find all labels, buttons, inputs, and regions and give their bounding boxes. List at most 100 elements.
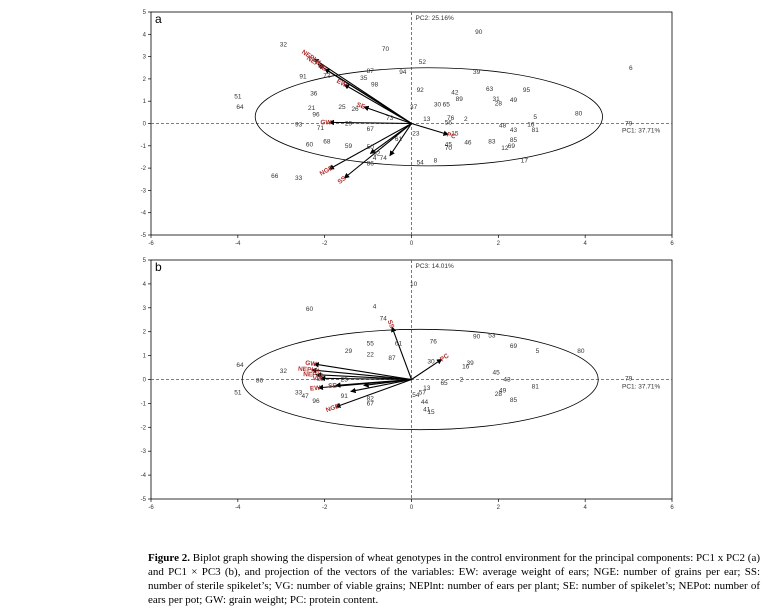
panel-a-genotype-point: 25 [338,104,346,111]
panel-a-genotype-point: 86 [367,161,375,168]
panel-b-vector-label-ew: EW [310,385,322,393]
panel-a-xtick-label: -6 [148,241,154,247]
panel-a-y-axis-label: PC2: 25.16% [416,15,455,22]
panel-b-genotype-point: 49 [499,387,507,394]
panel-a-ytick-label: -2 [141,166,147,172]
panel-a-genotype-point: 2 [464,116,468,123]
panel-a-ytick-label: -5 [141,233,147,239]
panel-a-vector-pc [411,122,449,136]
panel-a-vector-label-vg: VG [316,62,328,73]
panel-b-vector-label-ss: SS [386,319,396,330]
panel-b-genotype-point: 16 [462,363,470,370]
panel-a-genotype-point: 52 [419,59,427,66]
panel-a-genotype-point: 63 [486,86,494,93]
panel-a-genotype-point: 89 [456,96,464,103]
panel-b-ytick-label: 4 [143,282,147,288]
panel-a-genotype-point: 74 [380,155,388,162]
panel-a-genotype-point: 35 [360,75,368,82]
panel-b-vector-label-se: SE [328,382,338,390]
panel-a-xtick-label: 6 [670,241,674,247]
panel-a-genotype-point: 8 [434,157,438,164]
panel-a-genotype-point: 92 [417,87,425,94]
panel-a-vector-nge [328,123,412,170]
panel-b-genotype-point: 10 [410,281,418,288]
panel-a-genotype-point: 62 [373,151,381,158]
panel-a-xtick-label: 2 [497,241,501,247]
panel-b-vector-label-vg: VG [313,375,322,382]
panel-a-genotype-point: 93 [295,122,303,129]
panel-b-ytick-label: -4 [141,473,147,479]
panel-a-x-axis-label: PC1: 37.71% [622,128,661,135]
panel-b-genotype-point: 57 [419,390,427,397]
panel-b-xtick-label: 4 [583,505,587,511]
panel-b-xtick-label: 2 [497,505,501,511]
panel-a-genotype-point: 13 [423,116,431,123]
panel-a-vector-label-ew: EW [335,78,348,90]
panel-b-genotype-point: 74 [380,316,388,323]
panel-a-genotype-point: 76 [447,115,455,122]
panel-a-confidence-ellipse [254,67,603,167]
panel-a-vector-gw [328,119,412,126]
panel-a-genotype-point: 29 [345,121,353,128]
panel-a-genotype-point: 28 [495,100,503,107]
panel-b-xtick-label: 6 [670,505,674,511]
panel-b-genotype-point: 28 [495,391,503,398]
panel-b-ytick-label: -1 [141,401,147,407]
panel-a-genotype-point: 31 [493,96,501,103]
panel-a-genotype-point: 23 [412,131,420,138]
panel-b-ytick-label: 2 [143,330,147,336]
panel-a-genotype-point: 37 [410,104,418,111]
panel-a-genotype-point: 15 [451,131,459,138]
panel-b-genotype-point: 64 [236,362,244,369]
panel-a-xtick-label: -2 [322,241,328,247]
panel-a-genotype-point: 39 [473,69,481,76]
panel-a-genotype-point: 80 [575,110,583,117]
panel-a-genotype-point: 6 [629,65,633,72]
panel-b-ytick-label: -3 [141,449,147,455]
panel-a-genotype-point: 5 [533,114,537,121]
panel-a-genotype-point: 43 [510,127,518,134]
panel-a-genotype-point: 4 [373,155,377,162]
panel-a-vector-se [363,105,412,125]
panel-b-genotype-point: 55 [367,341,375,348]
panel-b-genotype-point: 82 [367,396,375,403]
panel-a-genotype-point: 70 [382,46,390,53]
panel-b-ytick-label: 1 [143,354,147,360]
panel-b-vector-label-nepot: NEPot [303,371,324,379]
panel-a-vector-label-se: SE [355,102,366,112]
panel-b-genotype-point: 29 [345,348,353,355]
panel-b-ytick-label: 3 [143,306,147,312]
panel-a-vector-label-pc: PC [446,131,457,140]
panel-a-vector-label-ss: SS [337,175,349,186]
panel-b-y-axis-label: PC3: 14.01% [416,263,455,270]
panel-a-genotype-point: 49 [510,97,518,104]
panel-a-genotype-point: 60 [306,142,314,149]
panel-a-genotype-point: 17 [521,157,529,164]
panel-a-genotype-point: 85 [510,137,518,144]
panel-b-letter: b [155,260,162,274]
panel-b-ytick-label: 0 [143,378,147,384]
panel-b-genotype-point: 81 [532,384,540,391]
panel-b-vector-ss [391,326,413,380]
panel-b-genotype-point: 32 [280,368,288,375]
panel-a-genotype-point: 30 [434,102,442,109]
panel-a-genotype-point: 12 [501,145,509,152]
panel-b-genotype-point: 90 [473,333,481,340]
panel-a-genotype-point: 64 [236,104,244,111]
panel-b-genotype-point: 43 [503,377,511,384]
panel-a-genotype-point: 72 [323,73,331,80]
panel-b-vector-label-gw: GW [305,360,318,369]
panel-a-genotype-point: 98 [371,81,379,88]
panel-b-genotype-point: 91 [341,393,349,400]
panel-b-genotype-point: 51 [234,390,242,397]
panel-a-genotype-point: 68 [323,138,331,145]
panel-b-x-axis-label: PC1: 37.71% [622,384,661,391]
panel-a-genotype-point: 56 [445,119,453,126]
panel-a-genotype-point: 21 [308,105,316,112]
figure-caption-label: Figure 2. [148,552,190,564]
panel-b-genotype-point: 96 [312,398,320,405]
panel-b-vector-gw [313,362,412,381]
panel-b-genotype-point: 86 [256,378,264,385]
panel-a-genotype-point: 90 [475,29,483,36]
